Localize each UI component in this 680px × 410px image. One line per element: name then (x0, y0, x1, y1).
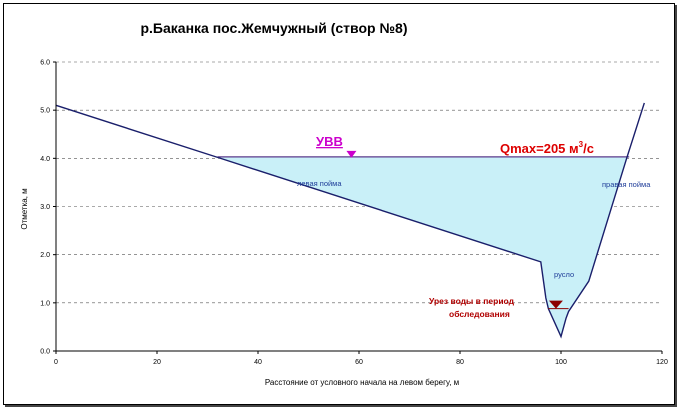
y-tick-label: 4.0 (40, 156, 50, 163)
y-tick-label: 0.0 (40, 349, 50, 356)
y-tick-label: 1.0 (40, 300, 50, 307)
qmax-sup: 3 (579, 140, 584, 149)
chart-frame: р.Баканка пос.Жемчужный (створ №8) 0.0 1.… (3, 3, 675, 405)
uvv-label: УВВ (316, 134, 343, 149)
y-tick-label: 3.0 (40, 204, 50, 211)
x-tick-label: 120 (656, 359, 668, 366)
cross-section-profile (55, 102, 645, 339)
survey-label-line2: обследования (449, 309, 510, 319)
x-axis-label: Расстояние от условного начала на левом … (265, 378, 459, 387)
left-floodplain-label: левая пойма (297, 179, 342, 188)
y-axis-label: Отметка, м (20, 188, 29, 229)
y-tick-label: 5.0 (40, 108, 50, 115)
qmax-label: Qmax=205 м3/с (500, 140, 594, 156)
survey-label-line1: Урез воды в период (429, 296, 515, 306)
y-tick-label: 2.0 (40, 252, 50, 259)
chart-svg: р.Баканка пос.Жемчужный (створ №8) 0.0 1.… (20, 20, 668, 387)
water-area (217, 156, 630, 337)
chart-title: р.Баканка пос.Жемчужный (створ №8) (140, 20, 407, 36)
x-tick-label: 20 (153, 359, 161, 366)
x-tick-label: 60 (355, 359, 363, 366)
x-tick-label: 0 (54, 359, 58, 366)
x-tick-label: 100 (555, 359, 567, 366)
y-tick-label: 6.0 (40, 60, 50, 67)
right-floodplain-label: правая пойма (602, 180, 651, 189)
uvv-marker (346, 150, 357, 158)
tick-labels: 0.0 1.0 2.0 3.0 4.0 5.0 6.0 0 20 40 60 80 100 120 (40, 60, 668, 367)
x-tick-label: 40 (254, 359, 262, 366)
channel-label: русло (554, 270, 574, 279)
qmax-value: Qmax=205 м (500, 141, 579, 156)
qmax-unit: /с (583, 141, 594, 156)
x-tick-label: 80 (456, 359, 464, 366)
survey-marker (548, 300, 563, 309)
